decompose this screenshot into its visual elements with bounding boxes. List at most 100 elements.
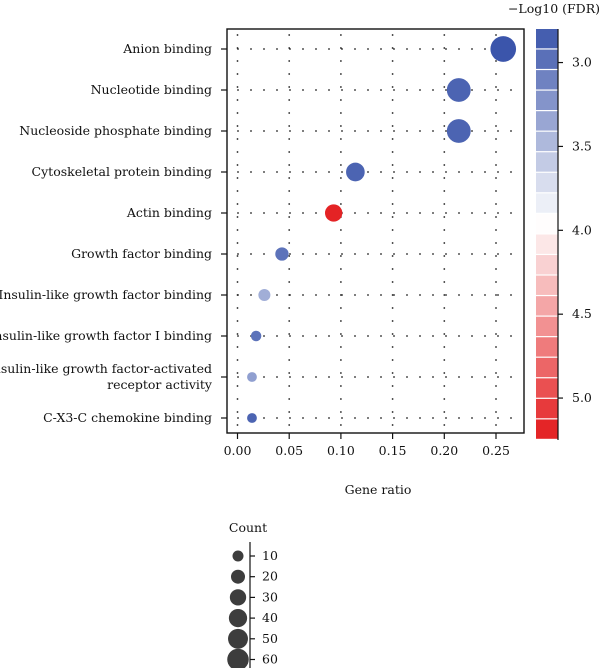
grid-dot — [276, 376, 278, 378]
grid-dot — [495, 125, 497, 127]
grid-dot — [495, 411, 497, 413]
grid-dot — [391, 177, 394, 179]
color-bar-segment — [536, 90, 558, 110]
size-legend: Count 10 20 30 40 50 60 — [227, 520, 278, 668]
grid-dot — [250, 89, 252, 91]
grid-dot — [263, 212, 265, 214]
grid-dot — [302, 130, 304, 132]
grid-dot — [236, 242, 239, 244]
grid-dot — [458, 417, 460, 419]
grid-dot — [340, 242, 342, 244]
grid-dot — [288, 73, 291, 75]
grid-dot — [471, 335, 473, 337]
grid-dot — [445, 130, 447, 132]
grid-dot — [354, 89, 356, 91]
grid-dot — [380, 212, 382, 214]
data-point — [324, 204, 343, 222]
grid-dot — [391, 73, 394, 75]
x-tick-label: 0.00 — [224, 443, 252, 458]
grid-dot — [328, 171, 330, 173]
grid-dot — [276, 48, 278, 50]
grid-dot — [288, 385, 291, 387]
grid-dot — [367, 376, 369, 378]
grid-dot — [391, 411, 394, 413]
color-legend: −Log10 (FDR) 3.0 3.5 4.0 4.5 5.0 — [508, 1, 600, 440]
grid-dot — [419, 376, 421, 378]
grid-dot — [340, 346, 342, 348]
color-bar — [536, 29, 559, 440]
grid-dot — [443, 34, 446, 36]
y-axis-category-labels: Anion binding Nucleotide binding Nucleosid… — [0, 41, 213, 425]
grid-dot — [497, 376, 499, 378]
grid-dot — [445, 253, 447, 255]
grid-dot — [315, 130, 317, 132]
grid-dot — [288, 268, 291, 270]
size-legend-dot — [228, 608, 248, 628]
grid-dot — [391, 99, 394, 101]
grid-dot — [237, 212, 239, 214]
grid-dot — [288, 242, 291, 244]
color-bar-segment — [536, 234, 558, 254]
grid-dot — [236, 411, 239, 413]
grid-dot — [288, 99, 291, 101]
grid-dot — [419, 417, 421, 419]
grid-dot — [276, 171, 278, 173]
grid-dot — [458, 335, 460, 337]
grid-dot — [443, 398, 446, 400]
grid-dot — [391, 294, 394, 296]
grid-dot — [354, 253, 356, 255]
grid-dot — [288, 333, 291, 335]
grid-dot — [340, 164, 342, 166]
grid-dot — [354, 130, 356, 132]
grid-dot — [391, 255, 394, 257]
grid-dot — [495, 333, 497, 335]
grid-dot — [393, 89, 395, 91]
grid-dot — [458, 171, 460, 173]
grid-dot — [495, 281, 497, 283]
grid-dot — [315, 89, 317, 91]
grid-dot — [510, 376, 512, 378]
color-legend-title: −Log10 (FDR) — [508, 1, 600, 16]
grid-dot — [288, 216, 291, 218]
grid-dot — [354, 294, 356, 296]
data-point — [247, 372, 257, 382]
grid-dot — [510, 171, 512, 173]
grid-dot — [391, 190, 394, 192]
grid-dot — [497, 294, 499, 296]
grid-dot — [288, 138, 291, 140]
grid-dot — [263, 335, 265, 337]
grid-dot — [236, 359, 239, 361]
grid-dot — [471, 417, 473, 419]
color-bar-segment — [536, 337, 558, 357]
grid-dot — [443, 424, 446, 426]
grid-dot — [495, 255, 497, 257]
grid-dot — [497, 89, 499, 91]
grid-dot — [289, 212, 291, 214]
grid-dot — [391, 307, 394, 309]
grid-dot — [288, 203, 291, 205]
category-label: Nucleotide binding — [91, 82, 212, 97]
grid-dot — [419, 212, 421, 214]
grid-dot — [341, 417, 343, 419]
category-label: Insulin-like growth factor-activated rece… — [0, 361, 213, 392]
grid-dot — [328, 130, 330, 132]
grid-dot — [354, 212, 356, 214]
grid-dot — [393, 294, 395, 296]
grid-dot — [391, 47, 394, 49]
grid-dot — [237, 253, 239, 255]
grid-dot — [495, 372, 497, 374]
color-bar-ticks: 3.0 3.5 4.0 4.5 5.0 — [558, 55, 592, 405]
grid-dot — [432, 171, 434, 173]
grid-dot — [406, 171, 408, 173]
grid-dot — [443, 60, 446, 62]
grid-dot — [315, 253, 317, 255]
grid-dot — [391, 320, 394, 322]
grid-dot — [432, 253, 434, 255]
grid-dot — [288, 307, 291, 309]
grid-dot — [289, 171, 291, 173]
grid-dot — [288, 359, 291, 361]
grid-dot — [443, 268, 446, 270]
grid-dot — [495, 164, 497, 166]
grid-dot — [391, 164, 394, 166]
grid-dot — [391, 34, 394, 36]
